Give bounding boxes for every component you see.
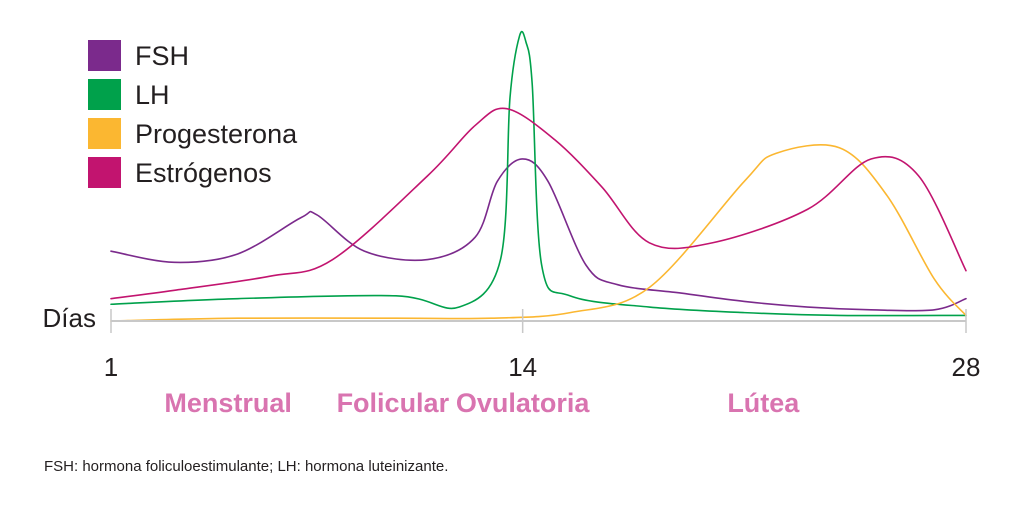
tick-label-1: 1	[104, 352, 118, 382]
x-axis-ticks: 1 14 28	[104, 309, 981, 382]
legend-label-lh: LH	[135, 80, 170, 110]
legend-label-progesterona: Progesterona	[135, 119, 298, 149]
legend-label-fsh: FSH	[135, 41, 189, 71]
phase-label-ovulatoria: Ovulatoria	[456, 388, 591, 418]
footnote: FSH: hormona foliculoestimulante; LH: ho…	[44, 458, 449, 475]
legend-swatch-fsh	[88, 40, 121, 71]
series-line-estrogenos	[110, 107, 967, 300]
phase-label-lutea: Lútea	[727, 388, 800, 418]
phase-label-folicular: Folicular	[337, 388, 450, 418]
tick-label-28: 28	[952, 352, 981, 382]
plot-area	[110, 30, 967, 322]
x-axis-label: Días	[43, 303, 96, 333]
series-line-lh	[110, 30, 967, 317]
tick-label-14: 14	[508, 352, 537, 382]
phase-labels: Menstrual Folicular Ovulatoria Lútea	[164, 388, 800, 418]
phase-label-menstrual: Menstrual	[164, 388, 292, 418]
series-line-progesterona	[110, 144, 967, 322]
legend-swatch-lh	[88, 79, 121, 110]
legend-swatch-estrogenos	[88, 157, 121, 188]
series-line-fsh	[110, 158, 967, 312]
x-axis: Días	[43, 303, 966, 333]
legend-label-estrogenos: Estrógenos	[135, 158, 272, 188]
legend-swatch-progesterona	[88, 118, 121, 149]
legend: FSH LH Progesterona Estrógenos	[88, 40, 298, 188]
